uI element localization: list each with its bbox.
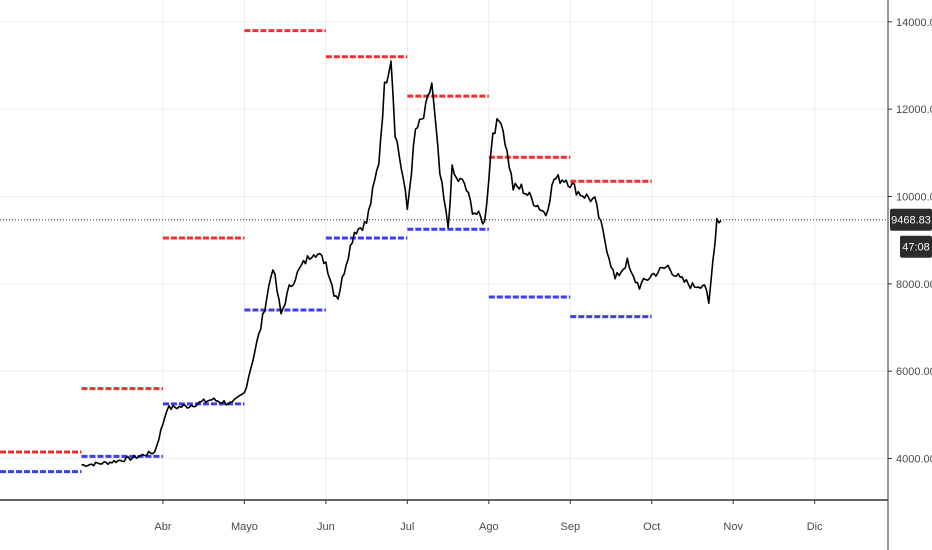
x-tick-label: Jul	[400, 521, 414, 533]
grid-lines	[0, 0, 888, 500]
monthly-levels	[0, 29, 652, 474]
y-tick-label: 14000.00	[896, 17, 932, 29]
x-tick-label: Ago	[479, 521, 499, 533]
current-price-box	[890, 208, 932, 231]
x-tick-label: Sep	[560, 521, 580, 533]
current-price-marker: 9468.83 47:08	[0, 208, 932, 258]
x-tick-label: Mayo	[231, 521, 258, 533]
price-series	[81, 60, 722, 468]
x-tick-label: Oct	[643, 521, 660, 533]
x-tick-label: Abr	[154, 521, 171, 533]
x-tick-label: Nov	[723, 521, 743, 533]
y-tick-label: 4000.00	[896, 454, 932, 466]
current-price-label: 9468.83	[891, 215, 931, 227]
x-tick-label: Dic	[807, 521, 823, 533]
x-tick-label: Jun	[317, 521, 335, 533]
countdown-label: 47:08	[902, 242, 930, 254]
countdown-box	[900, 235, 932, 258]
y-tick-label: 6000.00	[896, 366, 932, 378]
price-series-line	[81, 60, 722, 468]
y-tick-label: 12000.00	[896, 104, 932, 116]
y-tick-label: 10000.00	[896, 192, 932, 204]
y-tick-label: 8000.00	[896, 279, 932, 291]
